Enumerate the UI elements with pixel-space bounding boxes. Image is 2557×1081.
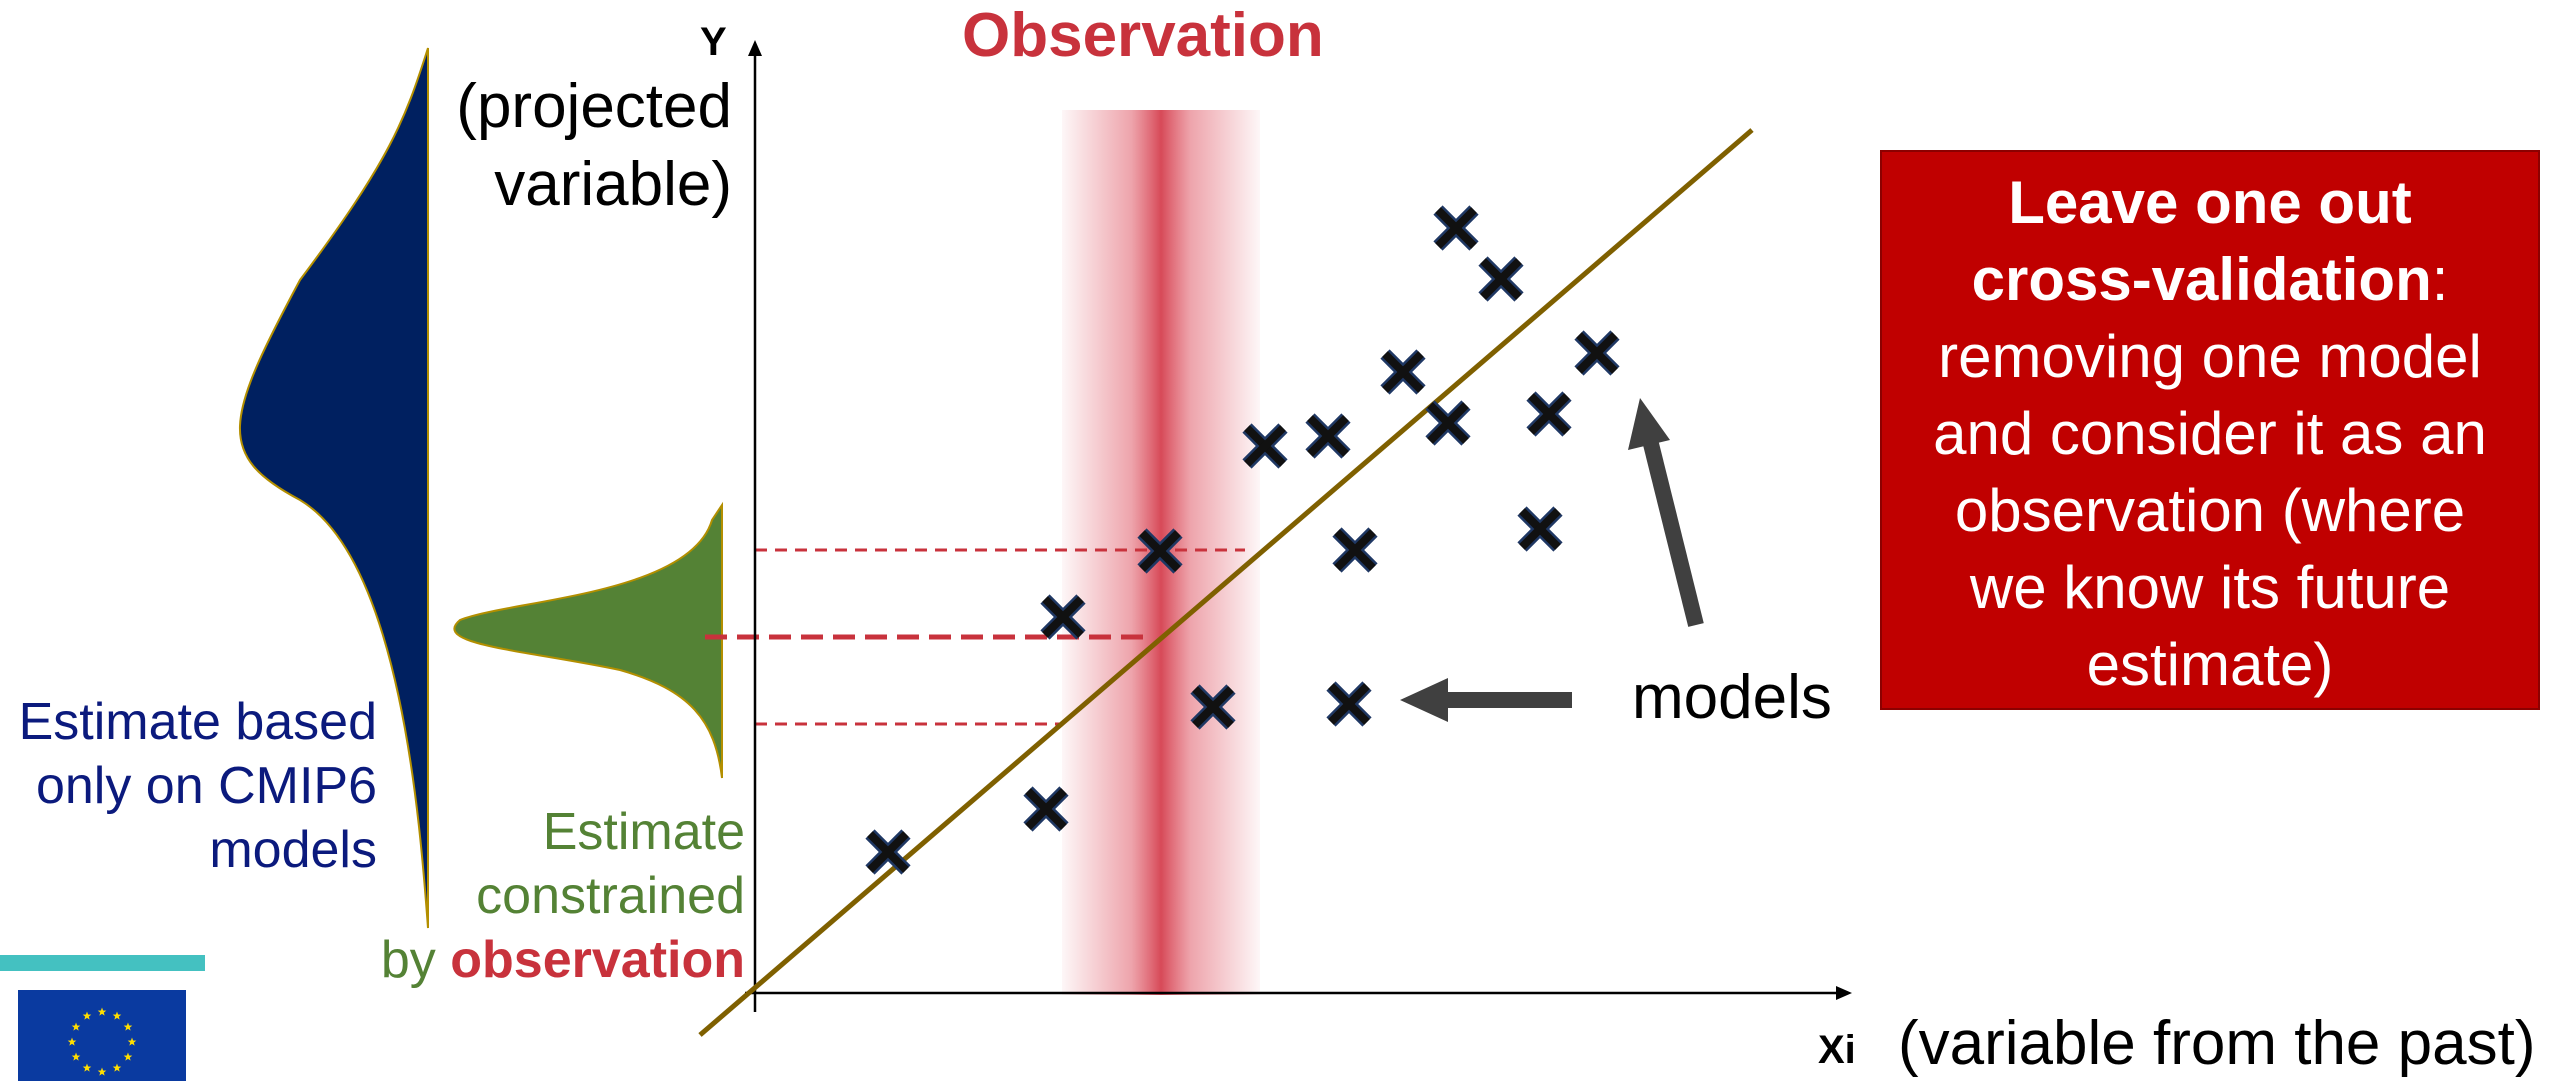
info-box-term: cross-validation (1971, 246, 2432, 313)
eu-star-icon (97, 1007, 107, 1016)
constrained-prefix: by (380, 931, 451, 989)
y-axis-label: (projected variable) (456, 68, 732, 224)
green-distribution (453, 501, 723, 779)
eu-star-icon (127, 1037, 137, 1046)
cross-validation-info-box: Leave one out cross-validation: removing… (1880, 150, 2540, 710)
model-marker-x-icon (1326, 681, 1372, 727)
eu-star-icon (82, 1063, 92, 1072)
model-marker-x-icon (1023, 786, 1069, 832)
y-axis-label-line: variable) (494, 150, 732, 219)
model-marker-x-icon (1242, 423, 1288, 469)
model-marker-x-icon (865, 829, 911, 875)
info-box-subtitle: cross-validation: (1882, 241, 2538, 318)
constrained-estimate-label: Estimate constrained by observation (381, 800, 745, 992)
eu-flag-icon (18, 990, 186, 1081)
model-marker-x-icon (1305, 413, 1351, 459)
model-marker-x-icon (1190, 684, 1236, 730)
info-box-line: estimate) (2086, 631, 2334, 698)
arrow-to-left-out-model-icon (1628, 398, 1704, 627)
eu-star-icon (123, 1052, 133, 1061)
regression-line (698, 128, 1754, 1037)
x-axis-arrow-icon (1836, 986, 1852, 1000)
cmip6-estimate-line: Estimate based (18, 693, 377, 751)
cmip6-estimate-label: Estimate based only on CMIP6 models (19, 690, 377, 882)
model-marker-x-icon (1526, 391, 1572, 437)
model-marker-x-icon (1137, 528, 1183, 574)
cmip6-estimate-line: only on CMIP6 (35, 757, 377, 815)
eu-star-icon (71, 1022, 81, 1031)
info-box-line: observation (where (1954, 477, 2466, 544)
model-marker-x-icon (1574, 330, 1620, 376)
y-axis-arrow-icon (748, 40, 762, 56)
info-box-line: we know its future (1969, 554, 2451, 621)
cmip6-estimate-line: models (209, 821, 377, 879)
model-marker-x-icon (1380, 349, 1426, 395)
constrained-estimate-line: constrained (476, 867, 745, 925)
info-box-line: and consider it as an (1933, 400, 2487, 467)
arrow-to-models-icon (1400, 678, 1572, 722)
x-axis-letter: Xi (1818, 1028, 1856, 1072)
observation-emphasis: observation (450, 931, 745, 989)
eu-star-icon (71, 1052, 81, 1061)
model-marker-x-icon (1332, 527, 1378, 573)
y-axis-label-line: (projected (456, 72, 732, 141)
model-marker-x-icon (1517, 506, 1563, 552)
models-label: models (1632, 663, 1832, 732)
eu-star-icon (67, 1037, 77, 1046)
y-axis-letter: Y (700, 20, 727, 64)
blue-distribution (239, 47, 429, 929)
info-box-title: Leave one out (2008, 169, 2412, 236)
x-axis-label: (variable from the past) (1898, 1009, 2536, 1078)
footer-accent-bar (0, 955, 205, 971)
eu-star-icon (112, 1011, 122, 1020)
model-marker-x-icon (1040, 594, 1086, 640)
model-marker-x-icon (1425, 400, 1471, 446)
eu-star-icon (123, 1022, 133, 1031)
model-marker-x-icon (1433, 205, 1479, 251)
observation-title: Observation (962, 1, 1324, 70)
eu-star-icon (112, 1063, 122, 1072)
model-marker-x-icon (1478, 256, 1524, 302)
eu-star-icon (82, 1011, 92, 1020)
eu-star-icon (97, 1067, 107, 1076)
info-box-line: removing one model (1938, 323, 2482, 390)
constrained-estimate-line: Estimate (542, 803, 745, 861)
constrained-estimate-line: by observation (381, 928, 745, 992)
info-box-colon: : (2431, 246, 2449, 313)
